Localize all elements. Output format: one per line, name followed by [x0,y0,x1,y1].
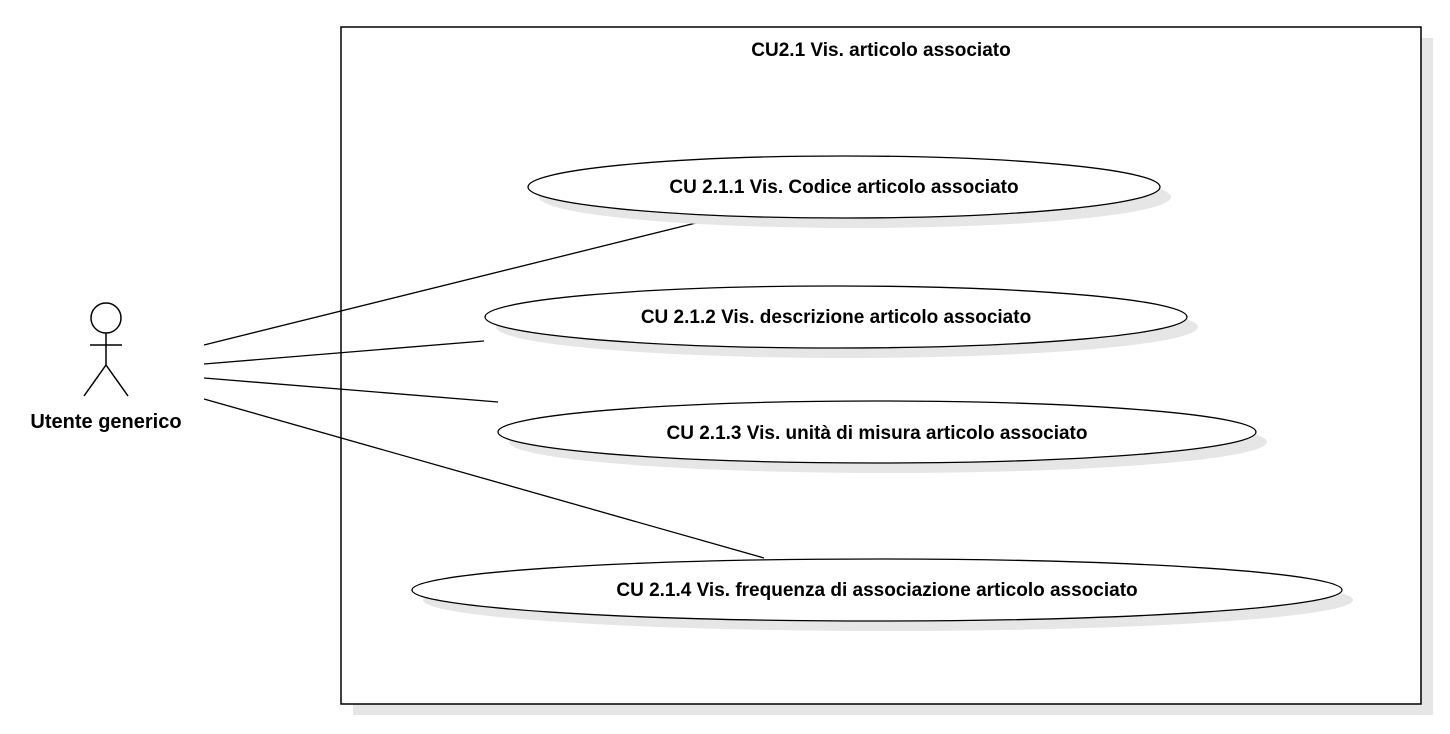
use-case-3-ellipse [497,400,1257,464]
association-line-1[interactable] [203,218,713,346]
actor-name: Utente generico [30,411,181,433]
use-case-1[interactable]: CU 2.1.1 Vis. Codice articolo associato [527,155,1171,228]
use-case-2[interactable]: CU 2.1.2 Vis. descrizione articolo assoc… [484,285,1198,358]
associations [203,218,765,559]
use-case-4[interactable]: CU 2.1.4 Vis. frequenza di associazione … [411,558,1353,631]
use-case-2-label: CU 2.1.2 Vis. descrizione articolo assoc… [641,307,1031,328]
association-line-2[interactable] [203,340,485,365]
actor[interactable]: Utente generico [30,302,182,433]
association-line-3[interactable] [203,377,499,403]
system-title: CU2.1 Vis. articolo associato [751,40,1010,61]
use-case-4-label: CU 2.1.4 Vis. frequenza di associazione … [616,580,1137,601]
use-case-4-ellipse [411,558,1343,622]
actor-stick-figure-icon [83,302,129,397]
use-case-3-label: CU 2.1.3 Vis. unità di misura articolo a… [667,423,1088,444]
association-line-4[interactable] [203,398,765,559]
use-case-1-ellipse [527,155,1161,219]
use-case-3[interactable]: CU 2.1.3 Vis. unità di misura articolo a… [497,400,1267,473]
use-case-1-label: CU 2.1.1 Vis. Codice articolo associato [669,177,1018,198]
use-case-2-ellipse [484,285,1188,349]
